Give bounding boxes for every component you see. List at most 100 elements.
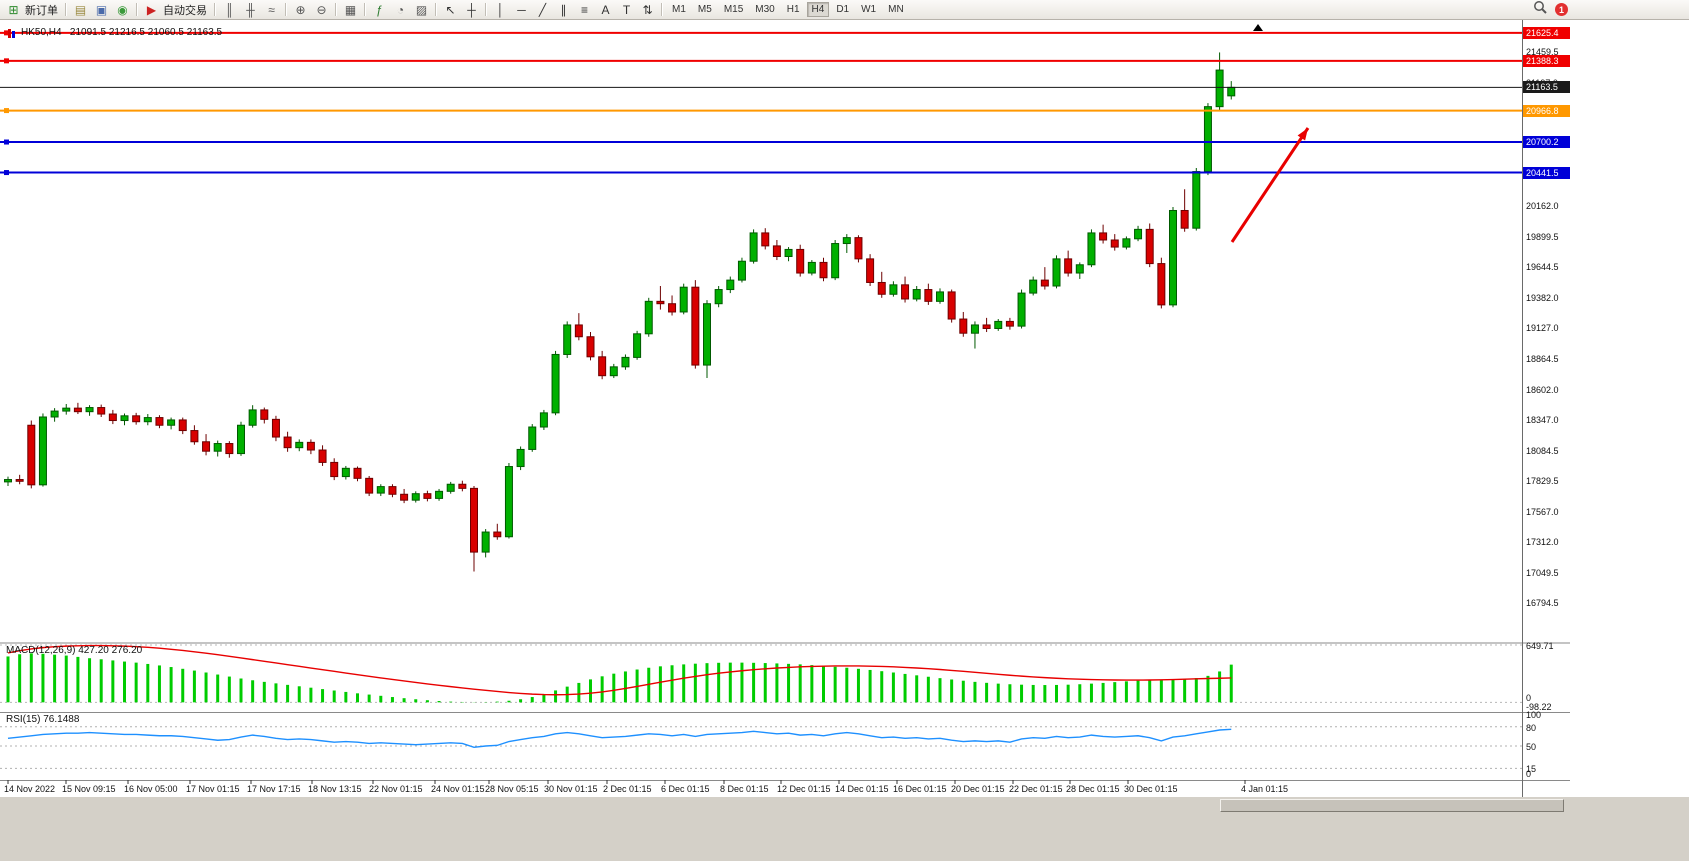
macd-axis-label: 649.71	[1526, 641, 1554, 651]
line-chart-icon[interactable]: ≈	[268, 2, 275, 17]
line-anchor-handle[interactable]	[4, 139, 9, 145]
period-icon[interactable]: ◔	[396, 2, 405, 17]
candle	[1169, 209, 1177, 306]
price-tag: 20441.5	[1523, 166, 1570, 179]
time-axis-label: 30 Nov 01:15	[544, 784, 598, 794]
time-axis-label: 22 Dec 01:15	[1009, 784, 1063, 794]
auto-trading-button-label[interactable]: 自动交易	[163, 4, 207, 17]
timeframe-button-m1[interactable]: M1	[672, 4, 686, 15]
timeframe-button-h4[interactable]: H4	[806, 2, 830, 17]
candle	[924, 289, 933, 302]
bar-chart-icon[interactable]: ║	[225, 2, 234, 17]
candle	[574, 324, 583, 338]
candle	[493, 531, 502, 538]
time-axis-label: 17 Nov 01:15	[186, 784, 240, 794]
crosshair-icon[interactable]: ┼	[467, 2, 476, 17]
candle	[947, 291, 956, 320]
zoom-out-icon[interactable]: ⊖	[316, 2, 327, 17]
candle	[120, 415, 129, 422]
timeframe-button-h1[interactable]: H1	[786, 4, 800, 15]
data-window-icon[interactable]: ◉	[117, 2, 128, 17]
main-toolbar: ⊞ 新订单 ▤ ▣ ◉ ▶ 自动交易 ║ ╫ ≈ ⊕ ⊖ ▦ ƒ ◔ ▨ ↖ ┼ │ ─ ╱ ∥ ≡ A T ⇅ M1 M5 M15 M3…	[0, 0, 1689, 20]
toolbar-right-group: 1	[1533, 0, 1568, 20]
arrows-icon[interactable]: ⇅	[642, 2, 653, 17]
cursor-icon[interactable]: ↖	[445, 2, 456, 17]
candle	[714, 289, 723, 305]
line-anchor-handle[interactable]	[4, 170, 9, 176]
horizontal-scrollbar[interactable]	[0, 797, 1689, 861]
time-axis-label: 6 Dec 01:15	[661, 784, 710, 794]
toolbar-separator	[214, 3, 216, 16]
candle	[446, 483, 455, 492]
rsi-axis-label: 0	[1526, 769, 1532, 779]
new-order-button[interactable]: ⊞	[8, 2, 19, 17]
candle	[1157, 263, 1166, 306]
candle	[50, 410, 59, 418]
candle	[1005, 320, 1014, 327]
text-label-icon[interactable]: T	[622, 2, 631, 17]
price-tick-label: 17567.0	[1526, 506, 1559, 517]
candle	[341, 467, 350, 478]
line-anchor-handle[interactable]	[4, 30, 9, 36]
candle	[796, 248, 805, 274]
price-tick-label: 18602.0	[1526, 384, 1559, 395]
candlestick-chart-icon[interactable]: ╫	[246, 2, 255, 17]
auto-trading-button[interactable]: ▶	[146, 2, 157, 17]
time-axis-label: 18 Nov 13:15	[308, 784, 362, 794]
candle	[132, 415, 141, 423]
candle	[1075, 264, 1084, 274]
horizontal-line-icon[interactable]: ─	[517, 2, 526, 17]
charts-icon[interactable]: ▤	[74, 2, 87, 17]
candle	[644, 300, 653, 335]
macd-axis-label: -98.22	[1526, 702, 1552, 712]
timeframe-button-w1[interactable]: W1	[861, 4, 877, 15]
time-axis-label: 16 Dec 01:15	[893, 784, 947, 794]
price-axis[interactable]	[1523, 20, 1583, 780]
candle	[819, 261, 828, 279]
candle	[1087, 232, 1096, 266]
price-tick-label: 19382.0	[1526, 292, 1559, 303]
new-order-button-label[interactable]: 新订单	[25, 4, 58, 17]
price-tag: 20700.2	[1523, 136, 1570, 149]
search-icon[interactable]	[1533, 0, 1548, 20]
timeframe-button-m30[interactable]: M30	[755, 4, 775, 15]
candle	[749, 232, 758, 262]
candle	[889, 284, 898, 295]
price-tick-label: 18347.0	[1526, 414, 1559, 425]
notification-badge[interactable]: 1	[1555, 3, 1568, 16]
channel-icon[interactable]: ∥	[560, 2, 567, 17]
candle	[807, 261, 816, 274]
toolbar-separator	[335, 3, 337, 16]
timeframe-button-m5[interactable]: M5	[697, 4, 712, 15]
time-axis-label: 24 Nov 01:15	[431, 784, 485, 794]
trend-arrow-line[interactable]	[1230, 127, 1310, 243]
vertical-line-icon[interactable]: │	[496, 2, 505, 17]
timeframe-button-d1[interactable]: D1	[836, 4, 850, 15]
timeframe-button-mn[interactable]: MN	[888, 4, 904, 15]
candle	[726, 279, 735, 291]
line-anchor-handle[interactable]	[4, 108, 9, 114]
time-axis[interactable]	[0, 780, 1570, 798]
trend-arrow-head[interactable]	[1297, 128, 1308, 141]
rsi-line	[7, 728, 1232, 748]
candle	[528, 426, 537, 450]
line-anchor-handle[interactable]	[4, 58, 9, 64]
time-axis-label: 14 Dec 01:15	[835, 784, 889, 794]
candle	[1064, 258, 1073, 274]
text-icon[interactable]: A	[601, 2, 610, 17]
templates-icon[interactable]: ▨	[415, 2, 428, 17]
tile-windows-icon[interactable]: ▦	[344, 2, 357, 17]
profiles-icon[interactable]: ▣	[95, 2, 108, 17]
fibonacci-icon[interactable]: ≡	[580, 2, 588, 17]
zoom-in-icon[interactable]: ⊕	[295, 2, 306, 17]
timeframe-button-m15[interactable]: M15	[723, 4, 744, 15]
price-tick-label: 20162.0	[1526, 200, 1559, 211]
indicators-icon[interactable]: ƒ	[376, 2, 383, 17]
candle	[1029, 279, 1038, 294]
candle	[504, 466, 513, 538]
trendline-icon[interactable]: ╱	[538, 2, 547, 17]
scrollbar-thumb[interactable]	[1220, 799, 1564, 812]
candle	[598, 356, 607, 377]
time-axis-label: 28 Dec 01:15	[1066, 784, 1120, 794]
